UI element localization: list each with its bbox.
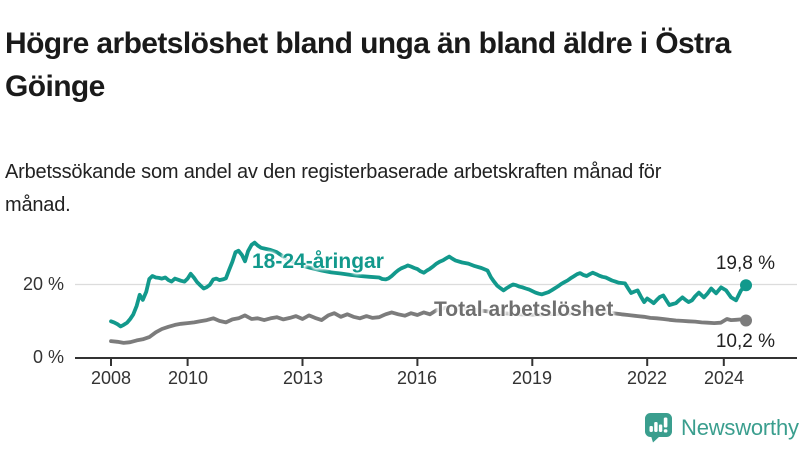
x-tick-label-2022: 2022	[626, 368, 668, 388]
x-tick-label-2008: 2008	[90, 368, 132, 388]
x-tick-label-2016: 2016	[396, 368, 438, 388]
x-tick-label-2024: 2024	[703, 368, 745, 388]
series-line-18-24-åringar	[109, 240, 748, 329]
series-end-dot-18-24-åringar	[740, 279, 753, 292]
series-line-Total arbetslöshet	[109, 305, 748, 345]
chart-subtitle: Arbetssökande som andel av den registerb…	[5, 161, 662, 216]
line-chart: 20 % 0 % 2008 2010 2013 2016 2019 2022 2…	[0, 228, 800, 398]
x-tick-label-2013: 2013	[282, 368, 324, 388]
chart-title: Högre arbetslöshet bland unga än bland ä…	[5, 27, 731, 104]
end-value-label-total: 10,2 %	[715, 331, 775, 352]
bar-chart-speech-bubble-icon	[645, 413, 672, 443]
newsworthy-logo[interactable]: Newsworthy	[644, 412, 799, 443]
series-end-dot-Total arbetslöshet	[740, 314, 753, 327]
x-tick-label-2019: 2019	[511, 368, 553, 388]
series-label-total: Total arbetslöshet	[434, 298, 614, 321]
y-tick-label-0: 0 %	[32, 347, 64, 367]
plot-area	[75, 240, 797, 366]
newsworthy-logo-text: Newsworthy	[681, 414, 799, 440]
y-tick-label-20: 20 %	[22, 274, 64, 294]
series-label-young: 18-24-åringar	[252, 250, 384, 273]
x-tick-label-2010: 2010	[167, 368, 209, 388]
end-value-label-young: 19,8 %	[715, 253, 775, 274]
